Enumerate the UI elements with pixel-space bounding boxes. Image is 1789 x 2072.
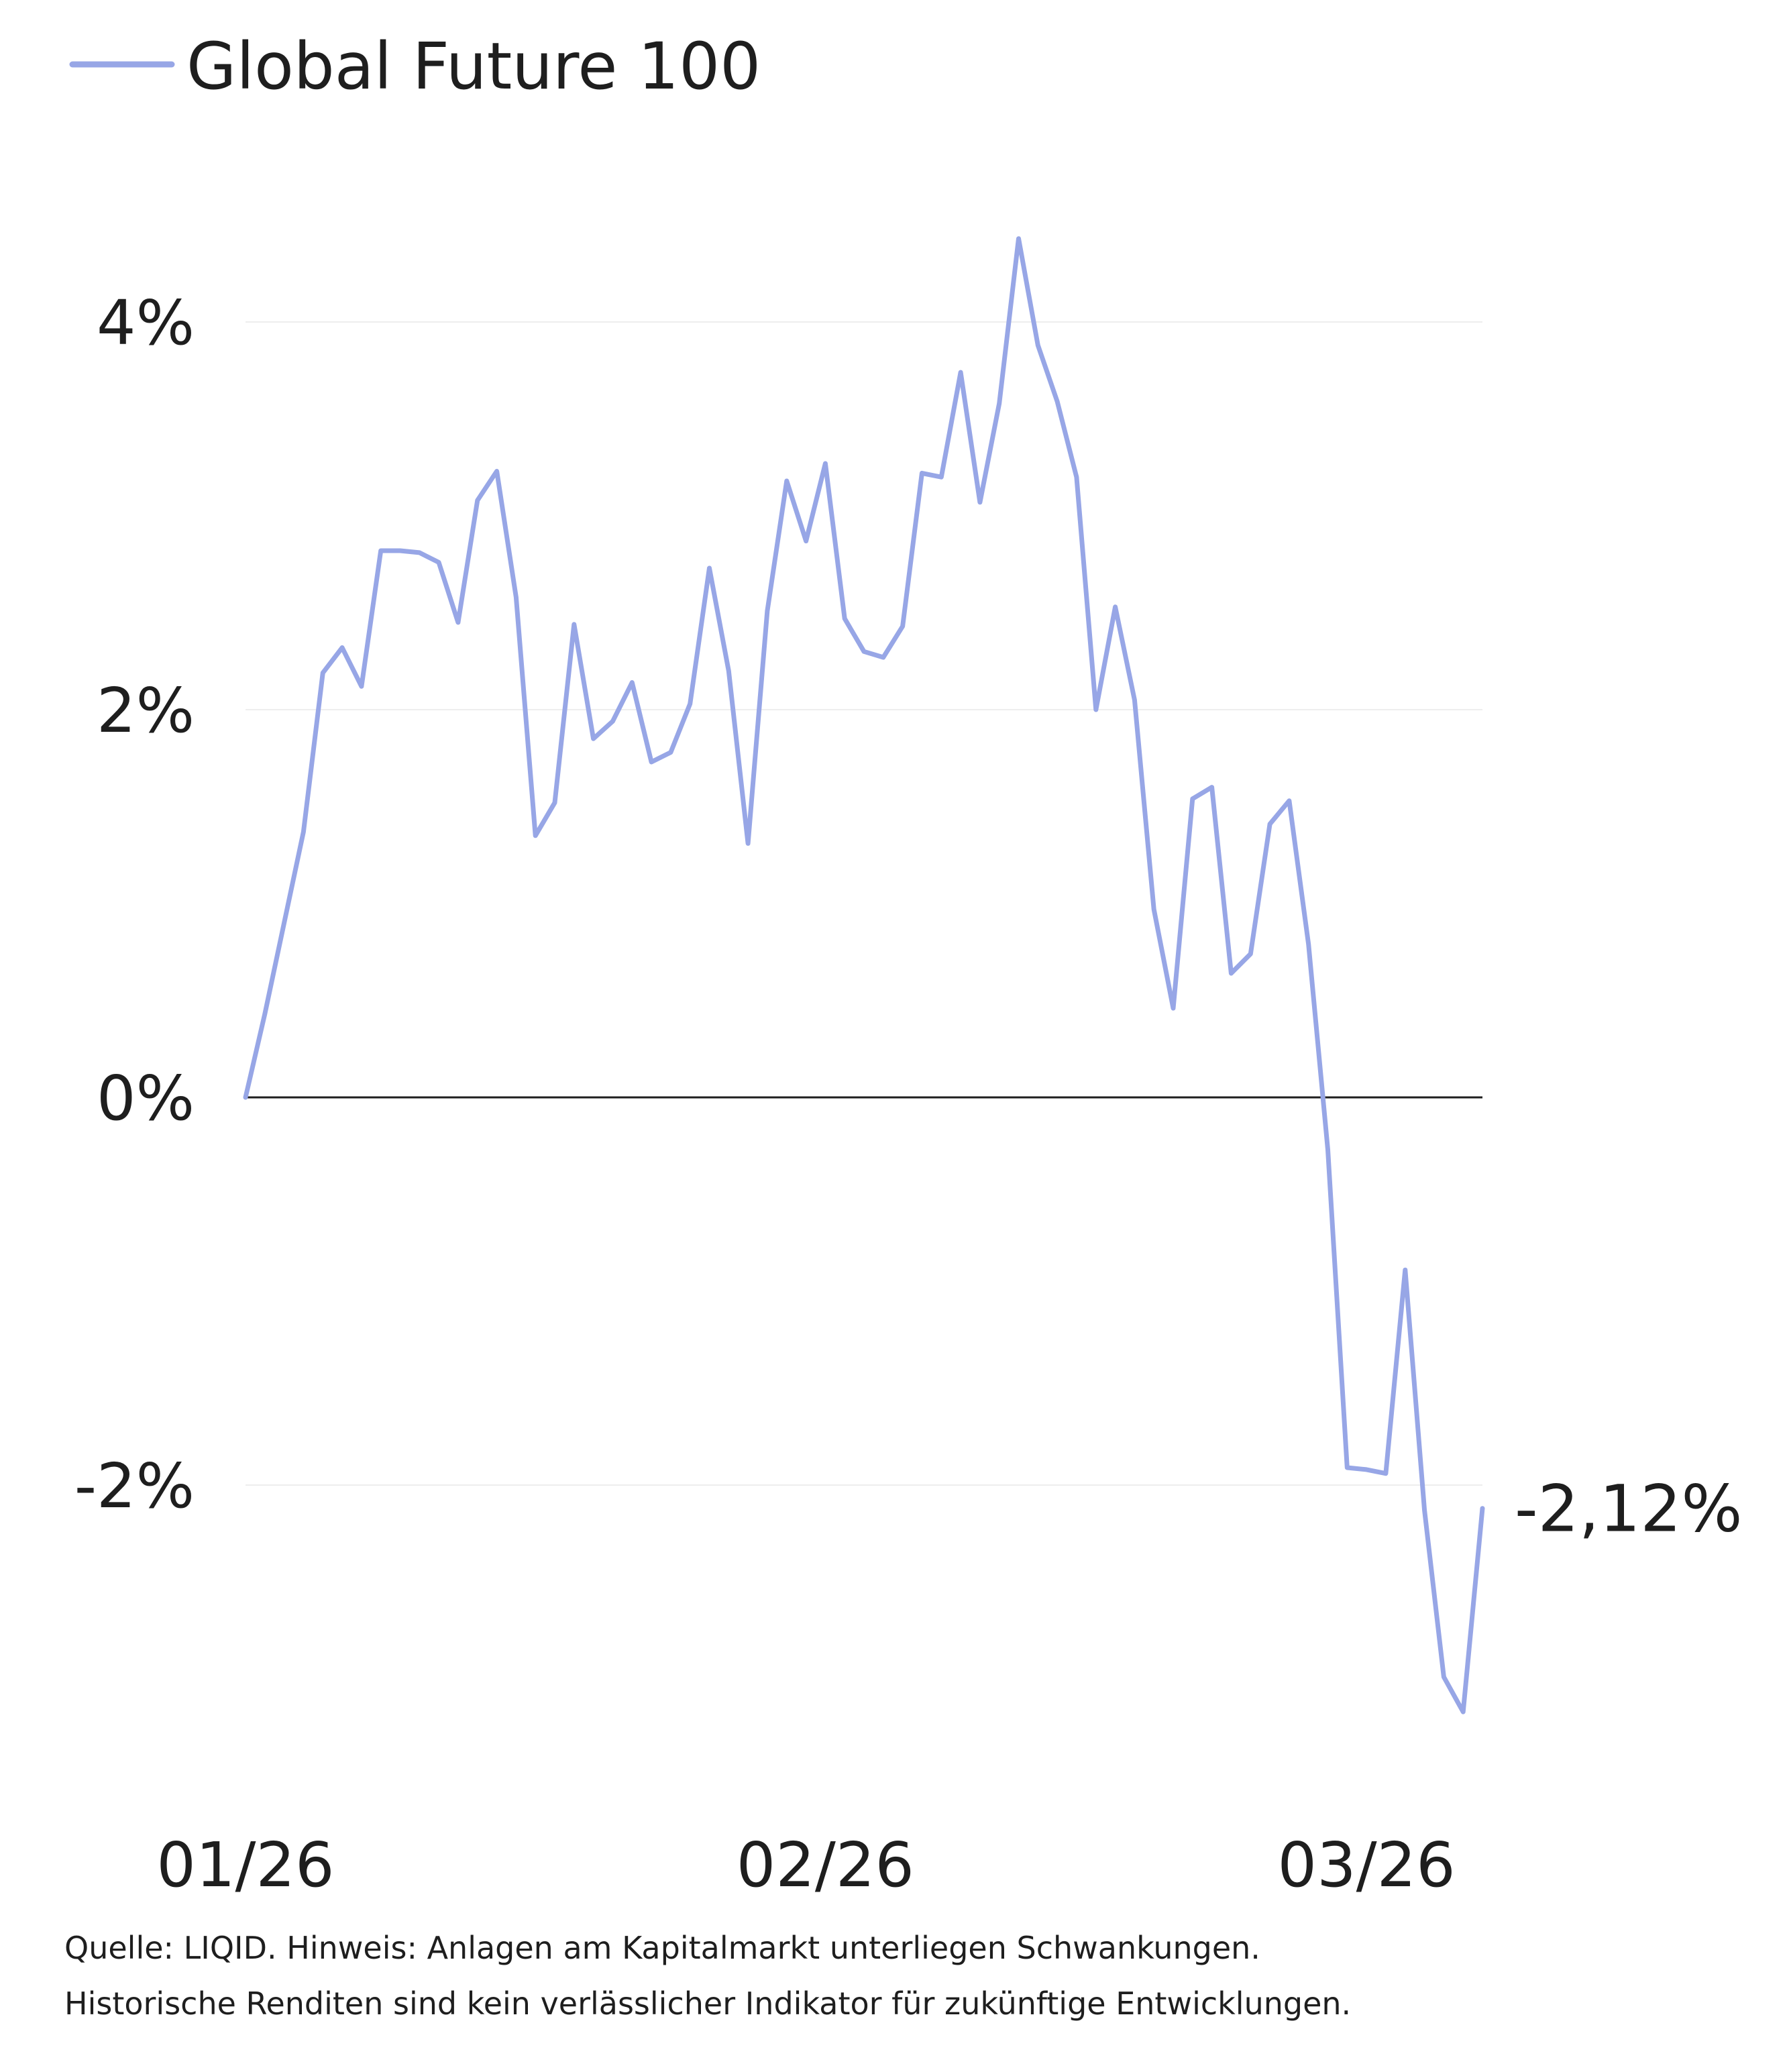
data-point: [1190, 796, 1195, 802]
data-point: [649, 759, 654, 765]
data-point: [707, 565, 712, 571]
data-point: [688, 702, 692, 706]
data-point: [378, 548, 383, 553]
series-line: [243, 236, 1485, 1714]
data-point: [610, 719, 615, 724]
data-point: [359, 684, 364, 689]
data-point: [1480, 1506, 1485, 1511]
data-point: [321, 670, 325, 675]
data-point: [1364, 1467, 1369, 1472]
data-point: [301, 829, 306, 834]
data-point: [572, 622, 576, 626]
data-point: [1383, 1471, 1389, 1476]
data-point: [1016, 236, 1021, 241]
data-point: [1054, 399, 1060, 404]
data-point: [243, 1095, 248, 1100]
y-axis-ticks: 4% 2% 0% -2%: [74, 287, 195, 1522]
data-points: [243, 236, 1485, 1714]
data-point: [1403, 1268, 1407, 1272]
y-tick-label: 2%: [97, 675, 195, 747]
data-point: [398, 548, 402, 553]
grid-lines: [246, 321, 1482, 1486]
data-point: [455, 620, 461, 625]
data-point: [1209, 785, 1214, 789]
data-point: [1113, 604, 1118, 609]
data-point: [823, 461, 828, 466]
data-point: [804, 539, 808, 543]
data-point: [417, 550, 422, 555]
data-point: [1171, 1005, 1176, 1011]
data-point: [784, 478, 790, 484]
data-point: [1248, 951, 1253, 957]
data-point: [765, 608, 770, 613]
legend-label: Global Future 100: [186, 29, 761, 104]
data-point: [726, 669, 731, 673]
x-tick-label: 02/26: [737, 1829, 914, 1901]
data-point: [1229, 971, 1234, 976]
data-point: [1132, 698, 1137, 702]
y-tick-label: 4%: [97, 287, 195, 359]
data-point: [1152, 907, 1156, 912]
series-end-label: -2,12%: [1515, 1472, 1743, 1547]
data-point: [843, 616, 847, 621]
data-point: [591, 737, 596, 741]
data-point: [1325, 1147, 1330, 1152]
footnote-line-1: Quelle: LIQID. Hinweis: Anlagen am Kapit…: [64, 1930, 1260, 1966]
y-tick-label: 0%: [97, 1062, 195, 1134]
series-group: [243, 236, 1485, 1714]
footnote: Quelle: LIQID. Hinweis: Anlagen am Kapit…: [64, 1930, 1351, 2022]
data-point: [1074, 475, 1079, 480]
legend: Global Future 100: [69, 29, 761, 104]
data-point: [1442, 1674, 1446, 1680]
data-point: [1345, 1465, 1350, 1470]
data-point: [1306, 942, 1311, 946]
y-tick-label: -2%: [74, 1450, 195, 1522]
data-point: [436, 560, 441, 565]
data-point: [881, 655, 886, 660]
data-point: [1093, 707, 1099, 712]
data-point: [745, 841, 751, 846]
data-point: [533, 833, 538, 838]
data-point: [939, 475, 944, 480]
data-point: [1422, 1508, 1427, 1513]
data-point: [494, 469, 499, 474]
data-point: [1036, 343, 1040, 347]
x-tick-label: 01/26: [156, 1829, 334, 1901]
data-point: [262, 1012, 267, 1016]
data-point: [630, 680, 635, 685]
data-point: [977, 500, 983, 504]
data-point: [475, 498, 480, 503]
data-point: [552, 800, 557, 805]
data-point: [339, 645, 345, 650]
data-point: [514, 595, 519, 600]
data-point: [1267, 822, 1272, 826]
data-point: [1287, 798, 1292, 804]
footnote-line-2: Historische Renditen sind kein verlässli…: [64, 1985, 1351, 2022]
data-point: [861, 649, 867, 654]
data-point: [958, 370, 963, 375]
x-tick-label: 03/26: [1278, 1829, 1456, 1901]
data-point: [1461, 1709, 1466, 1714]
data-point: [920, 471, 924, 476]
x-axis-ticks: 01/26 02/26 03/26: [156, 1829, 1455, 1901]
data-point: [997, 401, 1001, 406]
data-point: [282, 920, 286, 926]
data-point: [668, 750, 673, 755]
data-point: [900, 624, 905, 629]
